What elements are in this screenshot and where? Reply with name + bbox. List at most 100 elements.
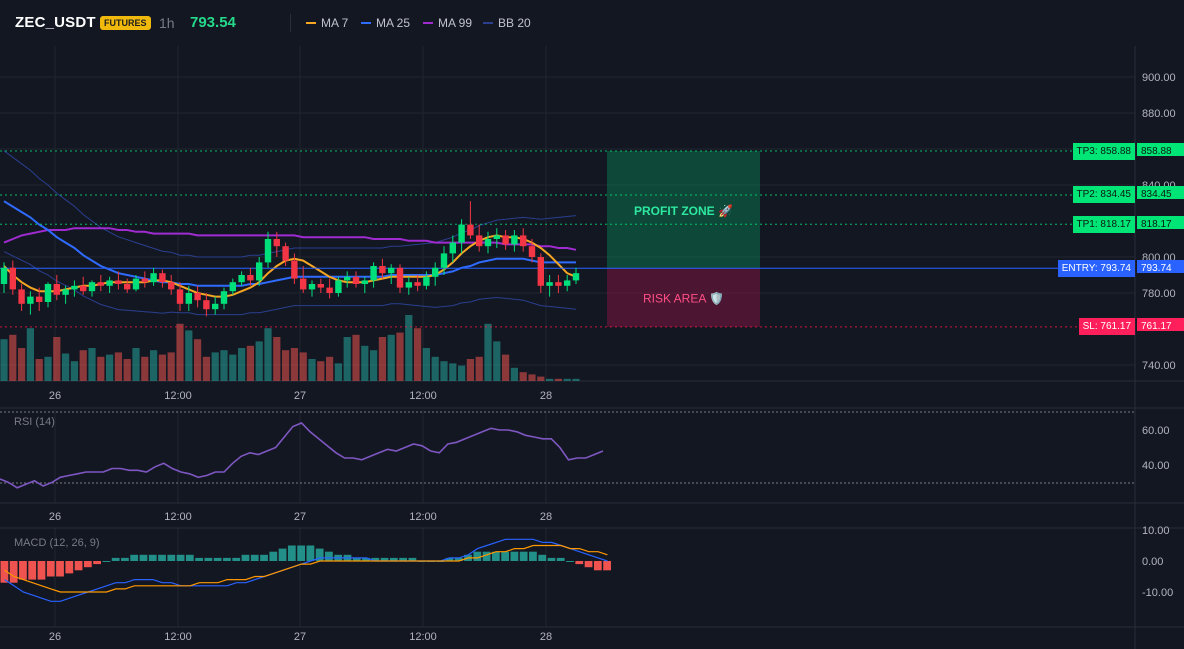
- candle-body: [264, 239, 272, 263]
- candle-body: [308, 284, 316, 290]
- chart-header: ZEC_USDT FUTURES 1h 793.54 MA 7 MA 25 MA…: [0, 0, 1184, 46]
- axes: 900.00880.00860.00840.00800.00780.00740.…: [49, 72, 1176, 643]
- header-divider: [290, 14, 291, 32]
- candle-body: [537, 257, 544, 286]
- macd-hist-bar: [204, 557, 213, 561]
- volume-bar: [150, 350, 158, 381]
- sl-axis-value: 761.17: [1137, 318, 1184, 332]
- volume-bar: [299, 352, 307, 381]
- rsi-pane: RSI (14): [0, 411, 1135, 489]
- macd-hist-bar: [575, 561, 584, 565]
- macd-hist-bar: [250, 554, 259, 561]
- candle-body: [344, 276, 351, 281]
- candles: [0, 201, 580, 317]
- macd-hist-bar: [158, 554, 166, 561]
- volume-bar: [290, 348, 298, 381]
- candle-body: [247, 275, 254, 281]
- macd-hist-bar: [241, 554, 250, 561]
- macd-hist-bar: [19, 561, 27, 580]
- bollinger-bands: [3, 150, 577, 316]
- macd-hist-bar: [473, 551, 482, 561]
- macd-hist-bar: [0, 561, 9, 583]
- candle-body: [423, 276, 430, 286]
- macd-hist-bar: [111, 557, 120, 561]
- bb-lower-line: [3, 251, 577, 316]
- price-tick: 880.00: [1142, 108, 1176, 120]
- macd-hist-bar: [65, 561, 74, 574]
- volume-bar: [132, 348, 140, 381]
- grid-lines: [0, 46, 1184, 649]
- macd-title: MACD (12, 26, 9): [14, 537, 100, 549]
- macd-hist-bar: [56, 561, 64, 577]
- legend-bb20[interactable]: BB 20: [483, 16, 531, 30]
- time-label: 27: [294, 631, 306, 643]
- macd-hist-bar: [362, 557, 370, 561]
- volume-bar: [537, 376, 545, 381]
- macd-hist-bar: [547, 557, 556, 561]
- macd-hist-bar: [352, 557, 361, 561]
- legend-ma99[interactable]: MA 99: [423, 16, 472, 30]
- macd-hist-bar: [454, 557, 463, 561]
- macd-hist-bar: [501, 551, 509, 561]
- risk-area-label: RISK AREA 🛡️: [643, 291, 724, 305]
- candle-body: [564, 280, 571, 286]
- volume-bar: [317, 361, 325, 381]
- macd-hist-bar: [306, 545, 315, 561]
- volume-bar: [194, 339, 202, 381]
- volume-bar: [123, 359, 131, 381]
- time-label: 12:00: [409, 390, 437, 402]
- candle-body: [388, 267, 395, 274]
- ma7-swatch: [306, 22, 316, 24]
- volume-bar: [396, 332, 404, 381]
- macd-hist-bar: [529, 551, 537, 561]
- volume-bar: [88, 348, 96, 381]
- macd-hist-bar: [46, 561, 55, 577]
- time-label: 26: [49, 390, 61, 402]
- candle-body: [97, 282, 104, 286]
- legend-bb20-label: BB 20: [498, 16, 531, 30]
- volume-bar: [44, 356, 52, 381]
- macd-hist-bar: [83, 561, 92, 568]
- volume-bar: [422, 348, 430, 381]
- volume-bar: [572, 378, 580, 381]
- candle-body: [476, 235, 483, 247]
- volume-bar: [70, 361, 78, 381]
- legend-ma7[interactable]: MA 7: [306, 16, 348, 30]
- candle-body: [572, 273, 580, 281]
- volume-bar: [308, 359, 316, 381]
- candle-body: [361, 280, 368, 284]
- candle-body: [203, 300, 210, 310]
- time-label: 28: [540, 631, 552, 643]
- volume-bar: [343, 337, 351, 381]
- legend-ma99-label: MA 99: [438, 16, 473, 30]
- macd-hist-bar: [260, 554, 268, 561]
- price-tick: 900.00: [1142, 72, 1176, 84]
- candle-body: [9, 267, 16, 290]
- candle-body: [256, 262, 263, 281]
- volume-bar: [414, 328, 422, 381]
- candle-body: [405, 282, 412, 288]
- candle-body: [440, 253, 448, 268]
- macd-hist-bar: [213, 557, 222, 561]
- macd-hist-bar: [399, 557, 407, 561]
- volume-bar: [484, 323, 492, 381]
- macd-hist-bar: [195, 557, 203, 561]
- candle-body: [414, 282, 421, 286]
- candle-body: [502, 235, 509, 245]
- time-label: 26: [49, 631, 61, 643]
- macd-hist-bar: [389, 557, 398, 561]
- symbol-name[interactable]: ZEC_USDT: [15, 14, 96, 31]
- time-label: 28: [540, 511, 552, 523]
- macd-hist-bar: [297, 545, 305, 561]
- macd-hist-bar: [482, 551, 491, 561]
- legend-ma25[interactable]: MA 25: [361, 16, 410, 30]
- candle-body: [88, 282, 96, 292]
- volume-bar: [62, 353, 70, 381]
- macd-hist-bar: [93, 561, 101, 565]
- time-label: 27: [294, 511, 306, 523]
- rsi-tick: 40.00: [1142, 460, 1170, 472]
- candle-body: [528, 246, 536, 257]
- candle-body: [493, 235, 500, 239]
- timeframe-label[interactable]: 1h: [159, 15, 175, 31]
